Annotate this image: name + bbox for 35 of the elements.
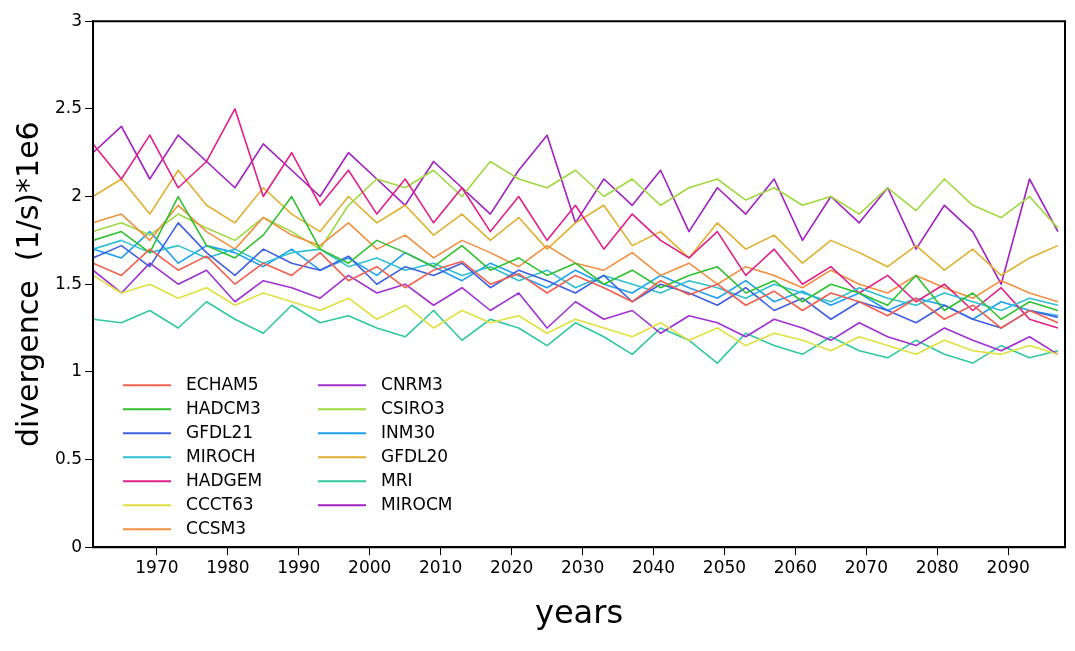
x-tick-label: 2050 [702,556,747,577]
legend-label: HADCM3 [186,397,261,418]
x-tick-label: 2030 [560,556,605,577]
legend-label: ECHAM5 [186,373,259,394]
x-tick-label: 2090 [986,556,1030,577]
y-tick-label: 0.5 [54,447,83,468]
y-axis-title: divergence (1/s)*1e6 [9,121,45,448]
x-tick-label: 1970 [135,556,179,577]
x-tick-label: 2040 [631,556,676,577]
y-tick-label: 2.5 [54,97,83,118]
legend-label: CNRM3 [381,373,443,394]
x-tick-label: 2020 [489,556,534,577]
y-tick-label: 3 [71,9,83,30]
y-tick-label: 2 [71,184,83,205]
legend-label: MIROCH [186,445,256,466]
y-tick-label: 1 [71,360,83,381]
x-tick-label: 2070 [844,556,888,577]
legend-label: GFDL20 [381,445,449,466]
legend-label: HADGEM [186,469,263,490]
legend-label: CCCT63 [186,493,254,514]
legend-label: CSIRO3 [381,397,445,418]
x-tick-label: 1990 [277,556,321,577]
legend-label: MRI [381,469,413,490]
legend-label: MIROCM [381,493,453,514]
x-tick-label: 2010 [419,556,463,577]
legend-label: INM30 [381,421,436,442]
x-tick-label: 1980 [206,556,250,577]
x-tick-label: 2080 [915,556,959,577]
y-tick-label: 1.5 [54,272,83,293]
legend-label: CCSM3 [186,517,247,538]
x-tick-label: 2000 [348,556,392,577]
x-tick-label: 2060 [773,556,818,577]
y-tick-label: 0 [71,535,83,556]
x-axis-title: years [534,593,624,632]
legend-label: GFDL21 [186,421,254,442]
